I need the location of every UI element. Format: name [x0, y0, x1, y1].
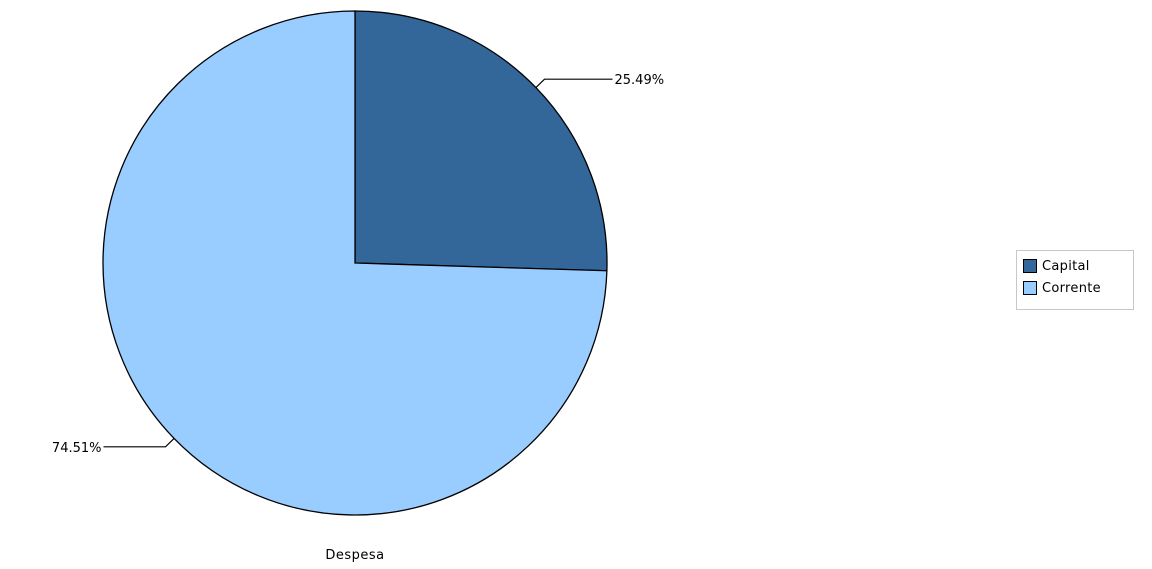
- legend-swatch-capital: [1023, 259, 1037, 273]
- slice-label-capital: 25.49%: [615, 73, 665, 88]
- slice-label-corrente: 74.51%: [52, 441, 102, 456]
- pie-slice-capital: [354, 10, 608, 272]
- leader-line-corrente: [103, 437, 175, 448]
- legend-label-corrente: Corrente: [1042, 280, 1101, 296]
- legend-item-capital: Capital: [1023, 255, 1127, 277]
- leader-line-capital: [535, 78, 613, 89]
- leader-lines: [103, 78, 613, 448]
- legend-swatch-corrente: [1023, 281, 1037, 295]
- slice-labels: 25.49% 74.51%: [52, 73, 664, 456]
- legend-item-corrente: Corrente: [1023, 277, 1127, 299]
- chart-legend: Capital Corrente: [1016, 250, 1134, 310]
- pie-slices: [102, 10, 608, 516]
- legend-label-capital: Capital: [1042, 258, 1090, 274]
- chart-caption: Despesa: [325, 548, 384, 563]
